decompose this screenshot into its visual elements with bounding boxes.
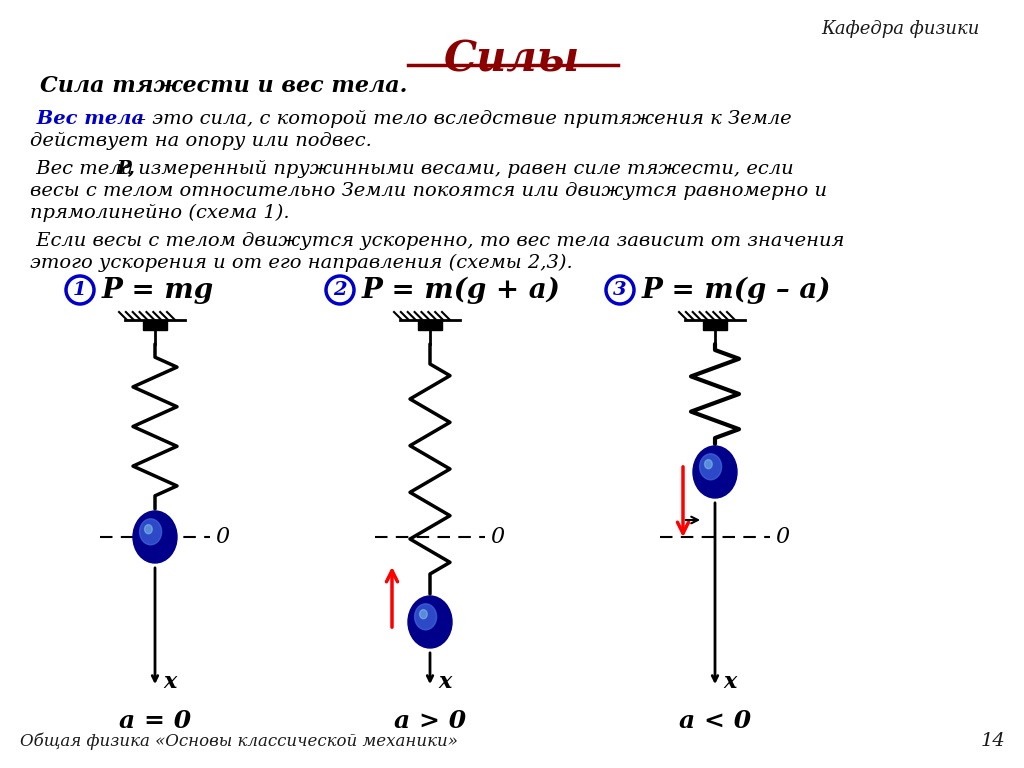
FancyBboxPatch shape — [703, 320, 727, 330]
Ellipse shape — [699, 454, 722, 480]
Text: действует на опору или подвес.: действует на опору или подвес. — [30, 132, 372, 150]
FancyBboxPatch shape — [418, 320, 442, 330]
Text: 2: 2 — [333, 281, 347, 299]
Text: 0: 0 — [490, 526, 504, 548]
Text: P = mg: P = mg — [102, 276, 214, 303]
Text: x: x — [163, 671, 176, 693]
Text: 14: 14 — [980, 732, 1005, 750]
Text: a > 0: a > 0 — [394, 709, 466, 733]
Ellipse shape — [693, 446, 737, 498]
Text: x: x — [723, 671, 736, 693]
Text: – это сила, с которой тело вследствие притяжения к Земле: – это сила, с которой тело вследствие пр… — [130, 110, 792, 128]
Text: прямолинейно (схема 1).: прямолинейно (схема 1). — [30, 204, 290, 222]
Text: Силы: Силы — [443, 38, 581, 80]
Text: Вес тела: Вес тела — [30, 110, 144, 128]
Text: Если весы с телом движутся ускоренно, то вес тела зависит от значения: Если весы с телом движутся ускоренно, то… — [30, 232, 845, 250]
Text: a < 0: a < 0 — [679, 709, 751, 733]
Text: P = m(g – a): P = m(g – a) — [642, 276, 831, 303]
Text: 3: 3 — [613, 281, 627, 299]
Text: весы с телом относительно Земли покоятся или движутся равномерно и: весы с телом относительно Земли покоятся… — [30, 182, 827, 200]
Text: 0: 0 — [215, 526, 229, 548]
Text: 0: 0 — [775, 526, 790, 548]
Text: этого ускорения и от его направления (схемы 2,3).: этого ускорения и от его направления (сх… — [30, 254, 572, 272]
Ellipse shape — [144, 525, 153, 534]
Text: измеренный пружинными весами, равен силе тяжести, если: измеренный пружинными весами, равен силе… — [132, 160, 794, 178]
Text: Общая физика «Основы классической механики»: Общая физика «Основы классической механи… — [20, 733, 458, 750]
Ellipse shape — [133, 511, 177, 563]
Text: P,: P, — [116, 160, 135, 178]
Text: Сила тяжести и вес тела.: Сила тяжести и вес тела. — [40, 75, 408, 97]
Ellipse shape — [420, 610, 427, 619]
Ellipse shape — [408, 596, 452, 648]
Ellipse shape — [705, 460, 713, 468]
Text: x: x — [438, 671, 452, 693]
Text: Кафедра физики: Кафедра физики — [821, 20, 980, 38]
FancyBboxPatch shape — [143, 320, 167, 330]
Text: a = 0: a = 0 — [119, 709, 191, 733]
Ellipse shape — [415, 604, 436, 630]
Text: Вес тела: Вес тела — [30, 160, 139, 178]
Text: 1: 1 — [73, 281, 87, 299]
Text: P = m(g + a): P = m(g + a) — [362, 276, 561, 303]
Ellipse shape — [139, 519, 162, 545]
